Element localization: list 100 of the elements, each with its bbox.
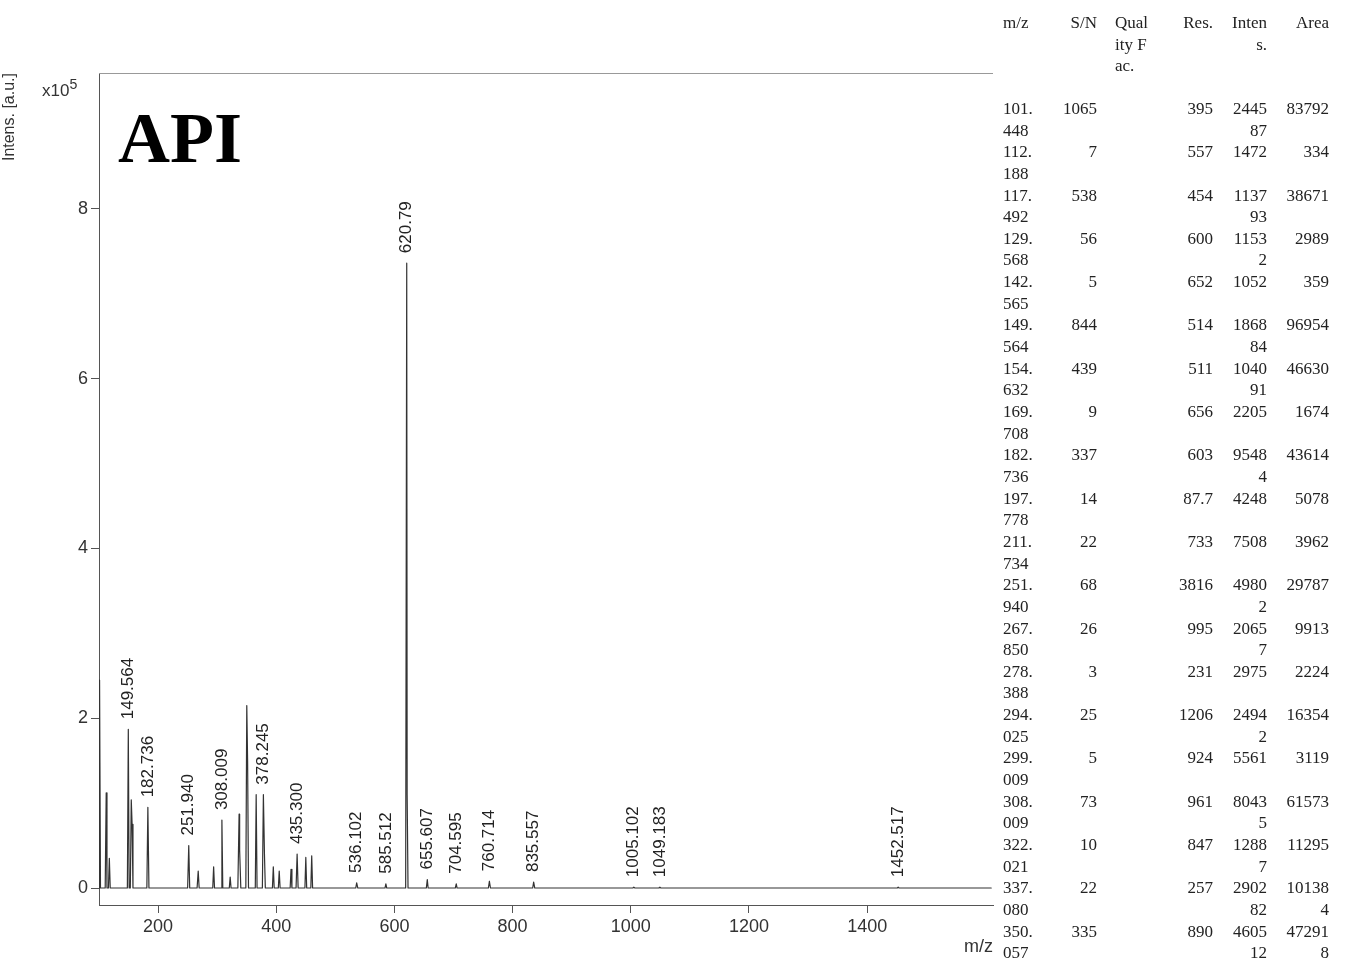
text: 652 <box>1186 271 1213 294</box>
y-axis-title: Intens. [a.u.] <box>0 73 18 162</box>
text: 1472 <box>1232 141 1267 164</box>
text: 2975 <box>1232 660 1267 683</box>
text: 83792 <box>1285 98 1329 120</box>
text: 129.568 <box>1003 227 1034 272</box>
text: 290282 <box>1232 877 1267 921</box>
text: m/z <box>1003 12 1030 34</box>
text: 25 <box>1079 704 1097 727</box>
annotation: 760.714 <box>479 809 499 872</box>
annotation: 835.557 <box>523 810 543 873</box>
text: 2224 <box>1294 660 1329 683</box>
x-tick-label: 600 <box>379 915 410 936</box>
text: 454 <box>1186 184 1213 207</box>
text: 2989 <box>1294 227 1329 250</box>
annotation: 378.245 <box>253 723 273 785</box>
annotation: 536.102 <box>346 811 366 873</box>
text: 1065 <box>1062 98 1097 120</box>
text: 3 <box>1087 660 1097 683</box>
text: 733 <box>1186 530 1213 553</box>
y-tick-label: 2 <box>77 707 88 728</box>
text: 5 <box>1087 747 1097 770</box>
text: 308.009 <box>1003 790 1034 835</box>
text: 335 <box>1070 920 1097 943</box>
text: 73 <box>1079 790 1097 813</box>
text: 294.025 <box>1003 704 1034 748</box>
text: 24942 <box>1232 704 1267 748</box>
text: x10$^{5}$ <box>42 76 78 101</box>
text: 472918 <box>1285 920 1329 958</box>
text: 5078 <box>1294 487 1329 510</box>
text: 29787 <box>1285 574 1329 597</box>
text: 359 <box>1302 271 1329 294</box>
text: Res. <box>1182 12 1213 34</box>
text: 7 <box>1087 141 1097 164</box>
text: 113793 <box>1232 184 1267 228</box>
text: 337 <box>1070 444 1097 467</box>
x-tick-label: 1400 <box>847 915 888 936</box>
text: 95484 <box>1232 444 1267 488</box>
text: 1052 <box>1232 271 1267 294</box>
x-tick-label: 400 <box>261 915 292 936</box>
text: 514 <box>1186 314 1213 337</box>
text: S/N <box>1069 12 1097 34</box>
text: 43614 <box>1285 444 1329 467</box>
text: 1206 <box>1178 704 1213 727</box>
text: 5 <box>1087 271 1097 294</box>
text: 9 <box>1087 401 1097 424</box>
text: 251.940 <box>1003 574 1034 618</box>
text: 149.564 <box>1003 314 1034 358</box>
text: 600 <box>1186 227 1213 250</box>
text: 96954 <box>1285 314 1329 337</box>
text: 299.009 <box>1003 747 1034 791</box>
text: 182.736 <box>1003 444 1034 488</box>
annotation: 620.79 <box>396 201 416 254</box>
text: 350.057 <box>1003 920 1034 958</box>
text: 511 <box>1187 357 1213 380</box>
text: 38671 <box>1285 184 1329 207</box>
text: 10 <box>1079 834 1097 857</box>
annotation: 1049.183 <box>649 806 669 878</box>
text: 68 <box>1079 574 1097 597</box>
text: 3816 <box>1178 574 1213 597</box>
text: 267.850 <box>1003 617 1034 661</box>
text: Area <box>1294 12 1329 34</box>
text: 3119 <box>1294 747 1329 770</box>
y-tick-label: 6 <box>77 367 88 388</box>
text: 334 <box>1302 141 1329 164</box>
text: 61573 <box>1285 790 1329 813</box>
text: 11295 <box>1286 834 1329 857</box>
x-tick-label: 200 <box>143 915 174 936</box>
text: 101.448 <box>1003 98 1034 142</box>
chart-title: API <box>118 98 242 178</box>
annotation: 1452.517 <box>887 806 907 878</box>
text: 117.492 <box>1003 184 1034 228</box>
x-tick-label: 1200 <box>728 915 769 936</box>
text: 995 <box>1186 617 1213 640</box>
y-tick-label: 4 <box>77 537 88 558</box>
text: 3962 <box>1294 530 1329 553</box>
text: 104091 <box>1232 357 1267 402</box>
annotation: 585.512 <box>375 812 395 874</box>
text: 112.188 <box>1003 141 1034 185</box>
text: 101384 <box>1285 877 1329 921</box>
annotation: 435.300 <box>286 782 306 845</box>
text: 961 <box>1186 790 1213 813</box>
x-axis-title: m/z <box>964 936 993 957</box>
text: Intens. <box>1231 12 1267 56</box>
text: 14 <box>1079 487 1097 510</box>
text: 5561 <box>1232 747 1267 770</box>
text: 22 <box>1079 530 1097 553</box>
text: 278.388 <box>1003 660 1034 705</box>
text: 337.080 <box>1003 877 1034 921</box>
text: 890 <box>1186 920 1213 943</box>
text: 538 <box>1070 184 1097 207</box>
text: 87.7 <box>1182 487 1213 510</box>
text: 257 <box>1186 877 1213 900</box>
text: 9913 <box>1294 617 1329 640</box>
text: 439 <box>1070 357 1097 380</box>
text: 211.734 <box>1003 530 1034 575</box>
text: 20657 <box>1232 617 1267 661</box>
y-tick-label: 8 <box>77 197 88 218</box>
text: 26 <box>1079 617 1097 640</box>
annotation: 182.736 <box>137 735 157 798</box>
